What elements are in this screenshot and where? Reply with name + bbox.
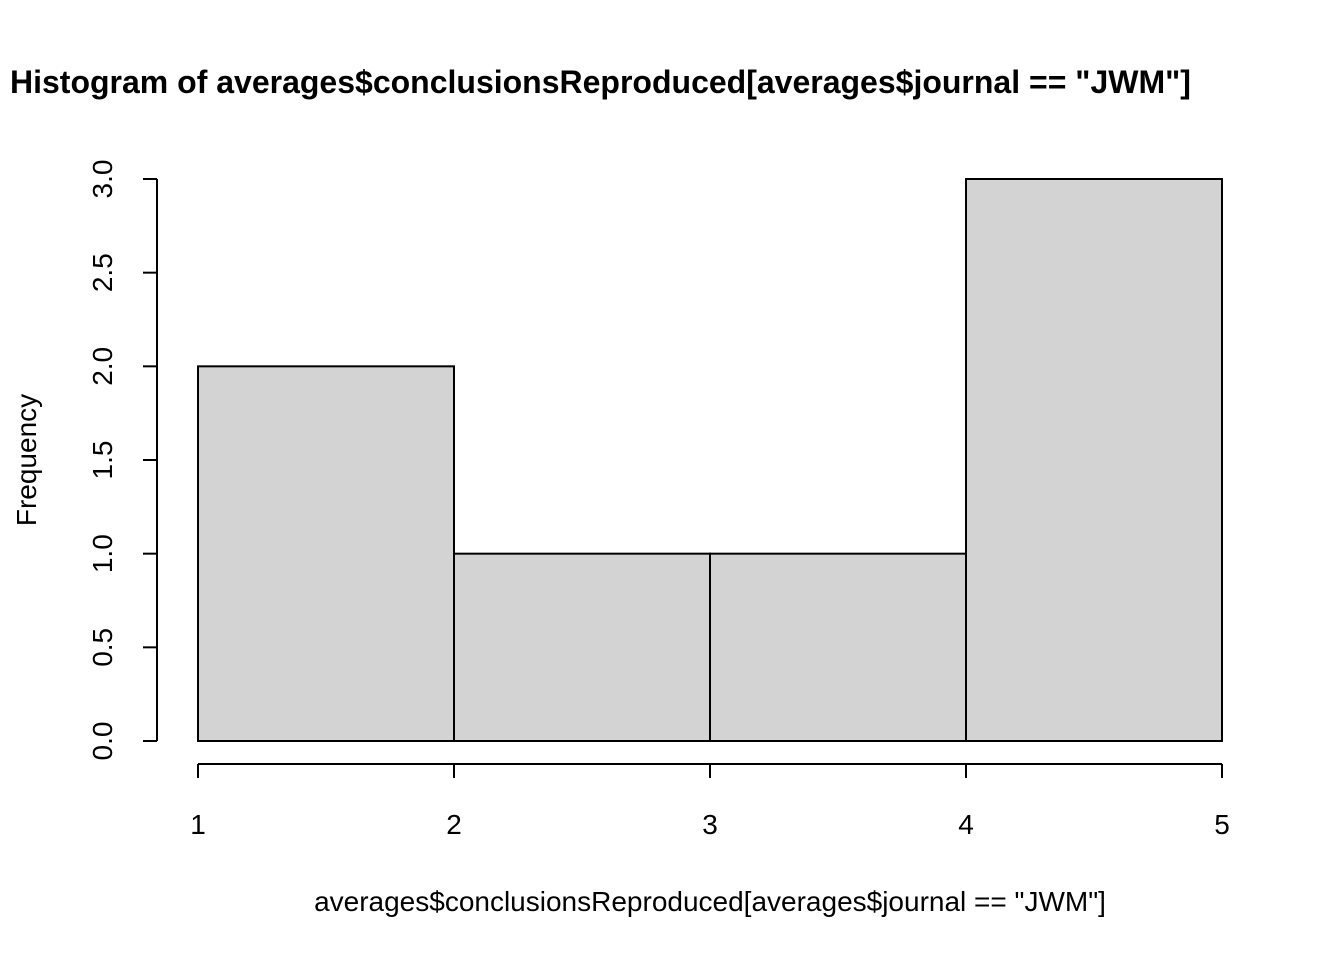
y-tick-label-4: 2.0 xyxy=(87,347,118,386)
histogram-bar-3 xyxy=(709,552,967,743)
histogram-bars xyxy=(197,178,1223,743)
y-tick-label-1: 0.5 xyxy=(87,628,118,667)
x-tick-label-4: 5 xyxy=(1214,809,1230,840)
x-axis-label: averages$conclusionsReproduced[averages$… xyxy=(314,886,1106,917)
x-tick-label-3: 4 xyxy=(958,809,974,840)
y-axis: 0.0 0.5 1.0 1.5 2.0 2.5 3.0 xyxy=(87,160,158,761)
chart-title: Histogram of averages$conclusionsReprodu… xyxy=(10,64,1191,100)
y-axis-label: Frequency xyxy=(11,394,42,526)
x-axis: 1 2 3 4 5 xyxy=(190,763,1230,840)
histogram-bar-4 xyxy=(965,178,1223,742)
y-tick-label-2: 1.0 xyxy=(87,534,118,573)
y-tick-label-0: 0.0 xyxy=(87,722,118,761)
y-tick-label-6: 3.0 xyxy=(87,160,118,199)
y-tick-label-5: 2.5 xyxy=(87,253,118,292)
x-tick-label-1: 2 xyxy=(446,809,462,840)
y-tick-label-3: 1.5 xyxy=(87,441,118,480)
histogram-bar-1 xyxy=(197,365,455,742)
histogram-bar-2 xyxy=(453,552,711,743)
x-tick-label-0: 1 xyxy=(190,809,206,840)
x-tick-label-2: 3 xyxy=(702,809,718,840)
